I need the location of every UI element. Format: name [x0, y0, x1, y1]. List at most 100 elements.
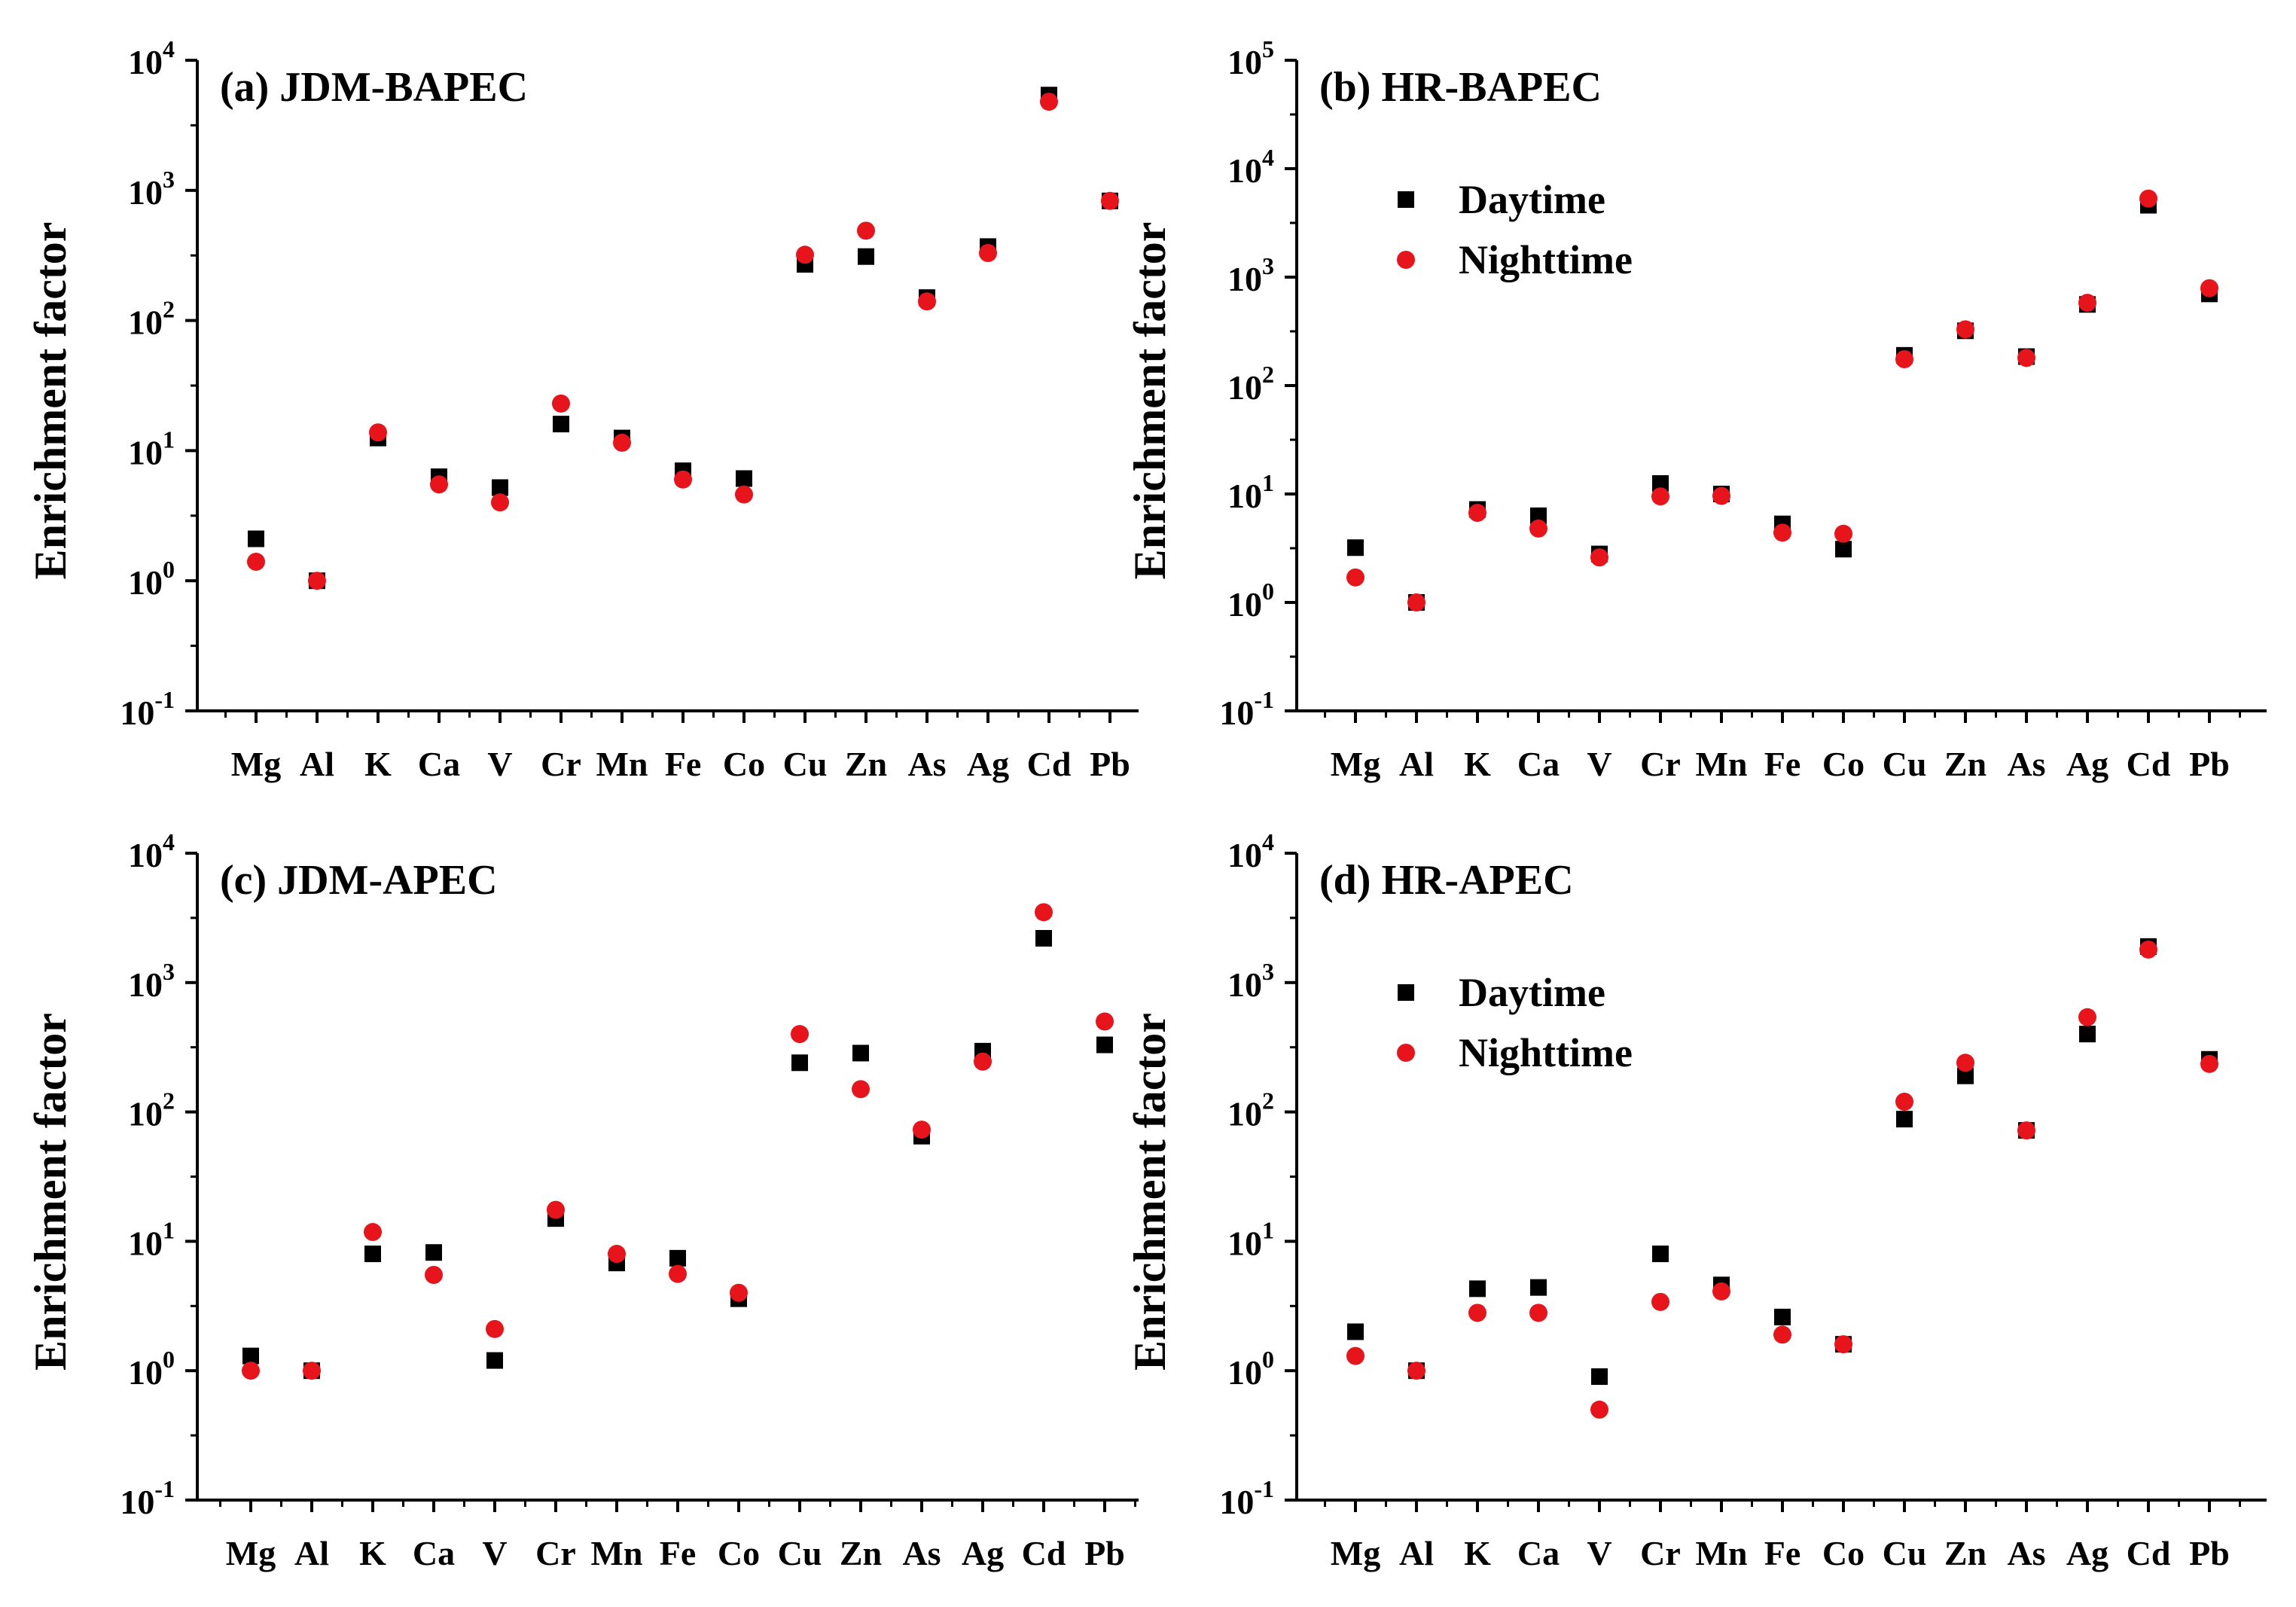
point-nighttime-Cd [1035, 903, 1053, 922]
x-tick-label-Ca: Ca [1517, 745, 1560, 783]
y-tick-label: 101 [128, 425, 175, 471]
y-tick-label: 102 [1227, 361, 1274, 407]
y-axis-label: Enrichment factor [26, 222, 75, 580]
point-nighttime-Mn [608, 1245, 626, 1264]
point-nighttime-Ag [974, 1052, 992, 1071]
panel-title: (c) JDM-APEC [220, 857, 498, 904]
point-nighttime-As [913, 1121, 931, 1139]
point-daytime-Ca [1530, 507, 1547, 524]
point-nighttime-Pb [1101, 191, 1119, 210]
point-daytime-K [364, 1246, 381, 1263]
point-nighttime-Ca [430, 475, 448, 494]
x-tick-label-Cr: Cr [535, 1534, 576, 1572]
point-daytime-Fe [1774, 1308, 1791, 1325]
x-tick-label-Cd: Cd [2127, 1534, 2171, 1572]
x-tick-label-Ag: Ag [2066, 745, 2108, 783]
point-nighttime-Zn [1956, 320, 1974, 339]
y-tick-label: 103 [128, 166, 175, 212]
point-nighttime-Cr [547, 1200, 565, 1219]
x-tick-label-Pb: Pb [1084, 1534, 1125, 1572]
y-tick-label: 100 [128, 1346, 175, 1392]
point-nighttime-Fe [1773, 1325, 1791, 1344]
y-tick-label: 104 [1227, 144, 1274, 190]
point-daytime-Cr [553, 416, 569, 433]
legend-marker-nighttime [1397, 1044, 1415, 1062]
point-nighttime-Al [1407, 1362, 1425, 1380]
point-nighttime-Mn [1712, 1282, 1730, 1301]
point-nighttime-K [364, 1223, 382, 1242]
point-nighttime-Cd [2139, 940, 2157, 959]
point-nighttime-Ag [2078, 294, 2096, 313]
point-nighttime-Ca [1529, 1304, 1547, 1322]
point-nighttime-Mg [247, 552, 265, 571]
x-tick-label-Zn: Zn [840, 1534, 882, 1572]
legend: Daytime Nighttime [1397, 177, 1633, 282]
point-nighttime-K [1468, 504, 1486, 523]
point-daytime-Cu [791, 1054, 808, 1072]
point-nighttime-Mn [613, 433, 631, 452]
legend: Daytime Nighttime [1397, 970, 1633, 1075]
y-tick-label: 104 [1227, 828, 1274, 874]
y-tick-label: 100 [1227, 1346, 1274, 1392]
point-nighttime-Cr [1651, 487, 1669, 506]
y-tick-label: 102 [1227, 1087, 1274, 1133]
legend-label-daytime: Daytime [1459, 970, 1605, 1015]
point-nighttime-Ca [425, 1266, 443, 1285]
y-tick-label: 103 [128, 958, 175, 1004]
y-tick-label: 10-1 [120, 686, 175, 732]
x-tick-label-As: As [2007, 1534, 2045, 1572]
y-axis-label: Enrichment factor [1125, 1013, 1175, 1371]
point-daytime-Cr [1652, 475, 1669, 492]
y-tick-label: 101 [1227, 1216, 1274, 1262]
x-tick-label-Cu: Cu [783, 745, 828, 783]
point-nighttime-V [1590, 548, 1608, 567]
point-nighttime-Al [303, 1362, 321, 1380]
point-daytime-V [1591, 1368, 1608, 1386]
x-tick-label-As: As [907, 745, 946, 783]
x-tick-label-Fe: Fe [1764, 745, 1801, 783]
point-daytime-Cd [1035, 929, 1052, 947]
x-tick-label-Co: Co [718, 1534, 760, 1572]
x-tick-label-Mg: Mg [231, 745, 281, 783]
x-tick-label-Al: Al [1399, 1534, 1434, 1572]
x-tick-label-Mn: Mn [1696, 745, 1748, 783]
x-tick-label-Fe: Fe [665, 745, 702, 783]
y-tick-label: 103 [1227, 252, 1274, 298]
point-nighttime-Fe [674, 470, 692, 489]
x-tick-label-Ca: Ca [413, 1534, 455, 1572]
y-tick-label: 10-1 [1219, 686, 1274, 732]
point-nighttime-K [369, 423, 387, 442]
x-tick-label-Pb: Pb [2189, 1534, 2230, 1572]
point-nighttime-Cu [796, 245, 814, 264]
x-tick-label-Ag: Ag [962, 1534, 1004, 1572]
point-nighttime-Zn [857, 221, 875, 240]
point-nighttime-Mg [242, 1362, 260, 1380]
x-tick-label-Mg: Mg [226, 1534, 276, 1572]
point-nighttime-Co [730, 1283, 748, 1302]
x-tick-label-V: V [482, 1534, 507, 1572]
point-nighttime-Cd [1040, 93, 1058, 111]
y-tick-label: 100 [1227, 578, 1274, 624]
x-tick-label-Al: Al [294, 1534, 329, 1572]
x-tick-label-Cu: Cu [778, 1534, 822, 1572]
legend-label-nighttime: Nighttime [1459, 1030, 1633, 1075]
point-nighttime-Co [1834, 524, 1852, 543]
y-tick-label: 101 [1227, 469, 1274, 515]
point-daytime-Zn [858, 248, 874, 265]
x-tick-label-Ag: Ag [2066, 1534, 2108, 1572]
point-nighttime-As [2017, 1121, 2035, 1140]
x-tick-label-Cu: Cu [1883, 1534, 1927, 1572]
panel-c: 104 103 102 101 100 10-1 Mg Al K Ca V Cr Mn Fe Co Cu Zn A… [26, 828, 1139, 1572]
y-tick-label: 103 [1227, 958, 1274, 1004]
point-nighttime-Al [1407, 593, 1425, 611]
x-tick-label-Ag: Ag [967, 745, 1009, 783]
point-nighttime-Pb [2200, 279, 2218, 297]
point-daytime-Mg [1347, 1323, 1364, 1340]
x-tick-label-Pb: Pb [2189, 745, 2230, 783]
x-tick-label-Zn: Zn [845, 745, 887, 783]
y-tick-label: 102 [128, 1087, 175, 1133]
point-daytime-Mg [248, 530, 264, 547]
legend-marker-daytime [1398, 984, 1414, 1001]
point-nighttime-Cd [2139, 189, 2157, 208]
y-tick-label: 101 [128, 1216, 175, 1262]
